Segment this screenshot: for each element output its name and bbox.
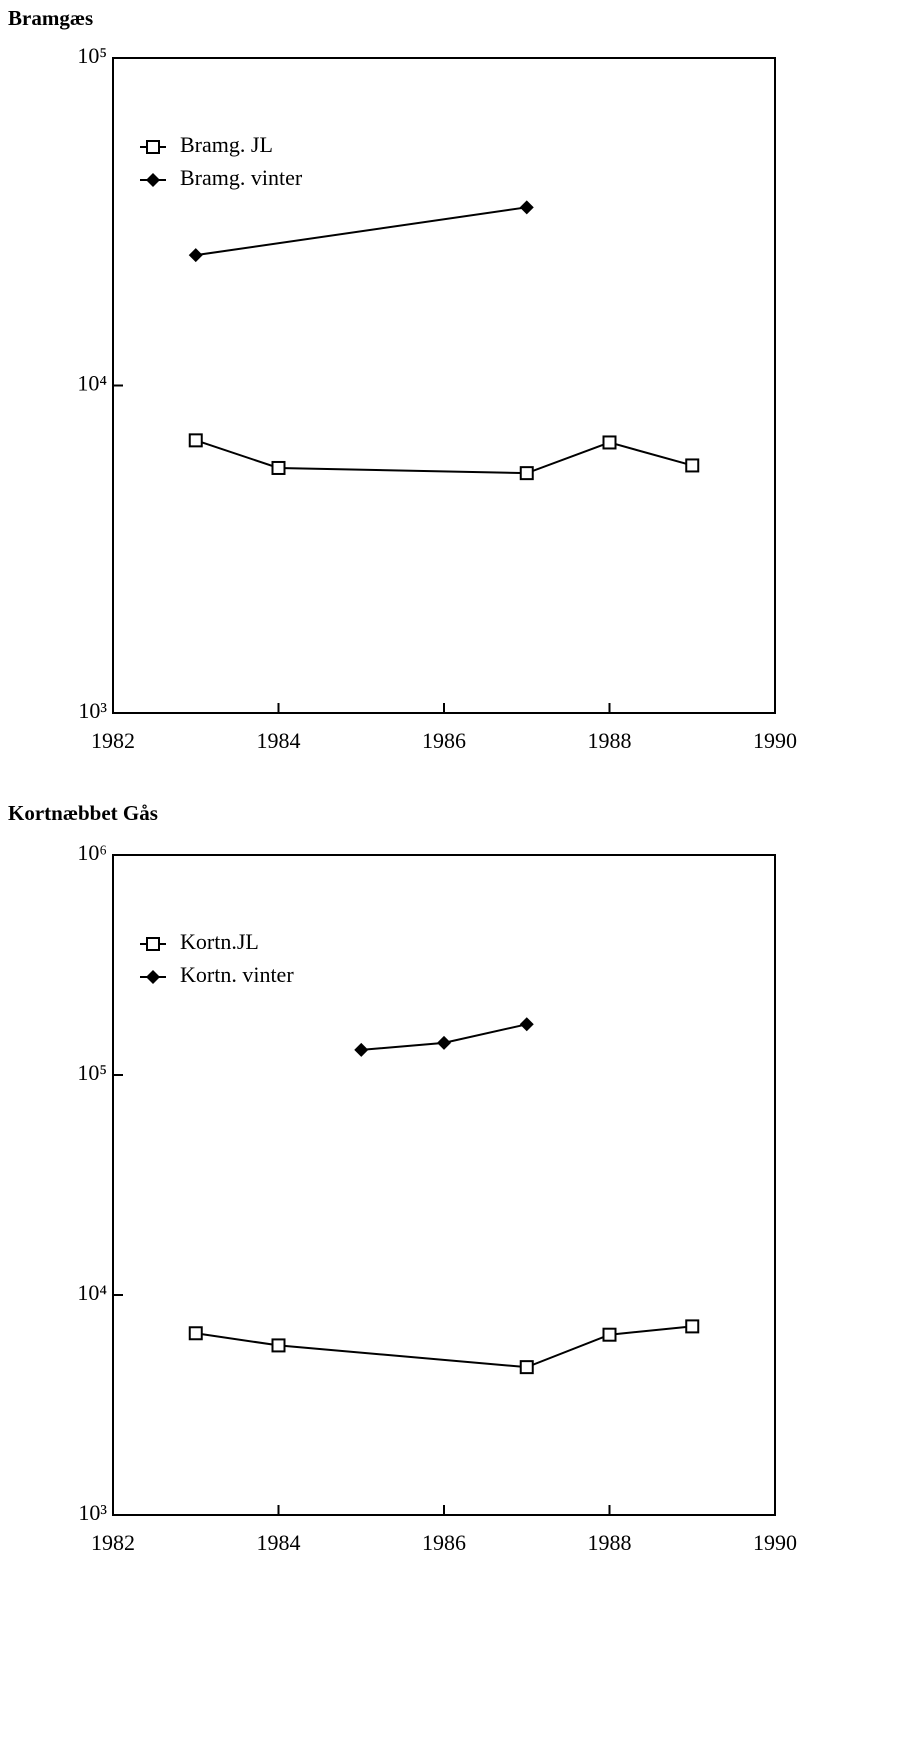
y-tick-label: 10³ bbox=[78, 698, 107, 723]
x-tick-label: 1988 bbox=[588, 728, 632, 753]
marker bbox=[519, 1360, 534, 1375]
marker bbox=[188, 248, 203, 263]
marker bbox=[602, 435, 617, 450]
x-tick-label: 1990 bbox=[753, 728, 797, 753]
series-line bbox=[195, 439, 693, 475]
marker bbox=[602, 1327, 617, 1342]
marker bbox=[685, 1319, 700, 1334]
y-tick-label: 10⁵ bbox=[77, 1060, 107, 1085]
y-tick-label: 10⁴ bbox=[77, 1280, 107, 1305]
marker bbox=[519, 1017, 534, 1032]
x-tick-label: 1990 bbox=[753, 1530, 797, 1555]
x-tick-label: 1982 bbox=[91, 728, 135, 753]
series-line bbox=[195, 1325, 693, 1369]
y-tick-label: 10⁴ bbox=[77, 371, 107, 396]
x-tick-label: 1986 bbox=[422, 1530, 466, 1555]
legend-marker bbox=[146, 970, 160, 984]
legend-marker bbox=[146, 140, 160, 154]
legend-marker bbox=[146, 173, 160, 187]
y-tick-label: 10⁵ bbox=[77, 43, 107, 68]
marker bbox=[188, 433, 203, 448]
marker bbox=[519, 466, 534, 481]
x-tick-label: 1984 bbox=[257, 728, 301, 753]
x-tick-label: 1986 bbox=[422, 728, 466, 753]
legend-label: Kortn.JL bbox=[180, 929, 259, 954]
series-line bbox=[195, 206, 527, 257]
x-tick-label: 1982 bbox=[91, 1530, 135, 1555]
legend-label: Kortn. vinter bbox=[180, 962, 294, 987]
chart-title: Kortnæbbet Gås bbox=[8, 801, 158, 825]
x-tick-label: 1988 bbox=[588, 1530, 632, 1555]
marker bbox=[437, 1035, 451, 1050]
marker bbox=[271, 460, 286, 475]
marker bbox=[685, 458, 700, 473]
legend-marker bbox=[146, 937, 160, 951]
y-tick-label: 10⁶ bbox=[77, 840, 107, 865]
marker bbox=[271, 1338, 286, 1353]
y-tick-label: 10³ bbox=[78, 1500, 107, 1525]
chart-title: Bramgæs bbox=[8, 6, 93, 30]
legend-label: Bramg. JL bbox=[180, 132, 273, 157]
marker bbox=[519, 200, 534, 215]
legend-label: Bramg. vinter bbox=[180, 165, 303, 190]
x-tick-label: 1984 bbox=[257, 1530, 301, 1555]
marker bbox=[188, 1326, 203, 1341]
marker bbox=[354, 1042, 369, 1057]
